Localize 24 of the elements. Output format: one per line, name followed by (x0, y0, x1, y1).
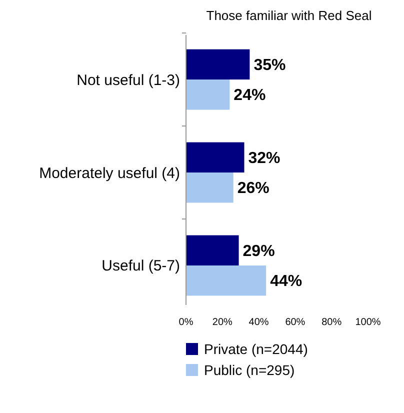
chart-title: Those familiar with Red Seal (206, 8, 372, 23)
y-tick-label: Useful (5-7) (102, 258, 180, 275)
legend-label: Private (n=2044) (204, 340, 308, 357)
bar (186, 265, 266, 296)
bar (186, 142, 244, 172)
bar (186, 49, 250, 80)
bar (186, 235, 239, 266)
text: 32% (248, 150, 280, 167)
x-tick-label: 40% (248, 317, 269, 328)
x-tick-label: 100% (355, 317, 381, 328)
text: 35% (254, 57, 286, 74)
legend-label: Public (n=295) (204, 362, 295, 378)
text: 24% (234, 87, 266, 104)
y-tick-label: Moderately useful (4) (39, 164, 180, 182)
x-tick-label: 60% (285, 317, 306, 328)
text: 44% (270, 273, 302, 290)
bar (186, 80, 230, 110)
x-tick-label: 0% (178, 317, 194, 328)
text: 29% (242, 242, 275, 260)
y-tick-label: Not useful (1-3) (76, 72, 180, 89)
text: 26% (237, 180, 270, 198)
x-tick-label: 20% (212, 317, 233, 328)
bar (186, 172, 234, 203)
x-tick-label: 80% (322, 317, 342, 328)
